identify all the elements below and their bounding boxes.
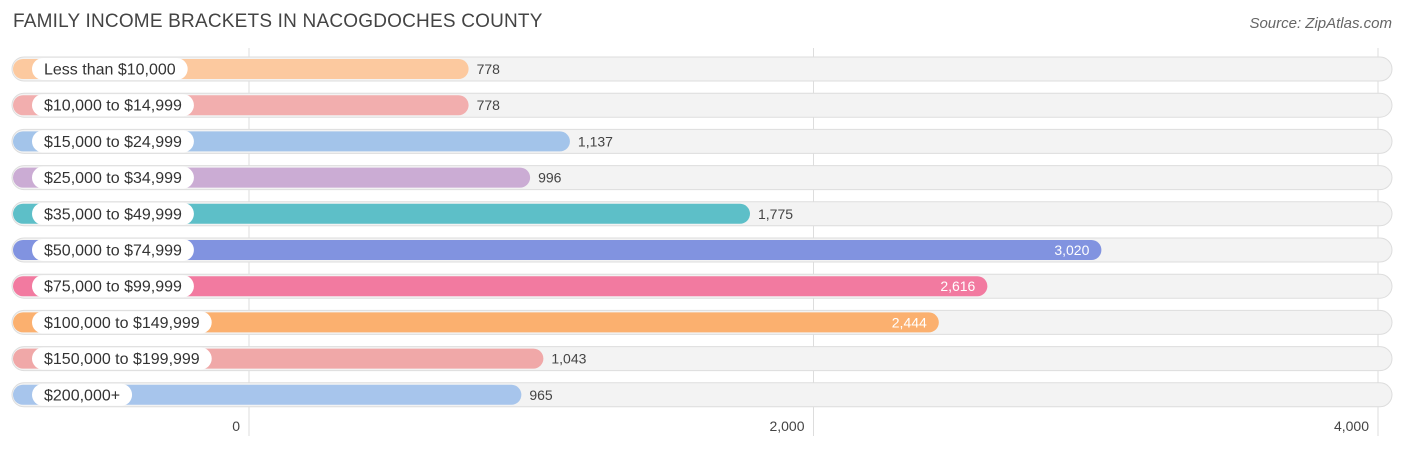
bar: [13, 203, 750, 224]
bar: [13, 312, 939, 333]
category-label: $100,000 to $149,999: [44, 315, 200, 332]
category-pill: [32, 383, 133, 406]
bar: [13, 276, 988, 297]
bar-row: $150,000 to $199,999 1,043: [11, 346, 1393, 372]
category-pill: [32, 202, 194, 225]
value-label: 778: [477, 97, 501, 113]
chart-title: FAMILY INCOME BRACKETS IN NACOGDOCHES CO…: [13, 11, 543, 32]
bar-row: $100,000 to $149,999 2,444: [11, 309, 1393, 335]
bar-row: $75,000 to $99,999 2,616: [11, 273, 1393, 299]
source-note: Source: ZipAtlas.com: [1249, 15, 1392, 32]
rows-layer: Less than $10,000 778 $10,000 to $14,999 77…: [11, 56, 1393, 408]
value-label: 1,043: [551, 351, 586, 367]
category-label: $150,000 to $199,999: [44, 351, 200, 368]
value-label: 778: [477, 61, 501, 77]
category-label: $75,000 to $99,999: [44, 279, 182, 296]
value-label: 2,444: [892, 314, 927, 330]
category-label: Less than $10,000: [44, 62, 176, 79]
value-label: 2,616: [940, 278, 975, 294]
category-label: $35,000 to $49,999: [44, 206, 182, 223]
category-label: $50,000 to $74,999: [44, 243, 182, 260]
value-label: 996: [538, 170, 562, 186]
x-axis-ticks: 0 2,000 4,000: [232, 418, 1369, 434]
value-label: 1,137: [578, 133, 613, 149]
value-label: 1,775: [758, 206, 793, 222]
bar: [13, 240, 1102, 260]
x-tick-label: 0: [232, 418, 240, 434]
category-label: $10,000 to $14,999: [44, 98, 182, 115]
category-label: $15,000 to $24,999: [44, 134, 182, 151]
bar-row: Less than $10,000 778: [11, 56, 1393, 82]
bar-row: $10,000 to $14,999 778: [11, 92, 1393, 118]
bar-row: $50,000 to $74,999 3,020: [11, 237, 1393, 263]
bar-row: $200,000+ 965: [11, 382, 1393, 408]
x-tick-label: 4,000: [1334, 418, 1369, 434]
category-pill: [32, 58, 188, 80]
category-pill: [32, 166, 194, 189]
value-label: 3,020: [1054, 242, 1089, 258]
bar-row: $25,000 to $34,999 996: [11, 165, 1393, 191]
category-pill: [32, 275, 194, 298]
x-tick-label: 2,000: [769, 418, 804, 434]
category-pill: [32, 239, 194, 261]
category-label: $200,000+: [44, 387, 120, 404]
category-pill: [32, 311, 212, 334]
category-pill: [32, 130, 194, 153]
bar-row: $35,000 to $49,999 1,775: [11, 201, 1393, 227]
value-label: 965: [529, 387, 553, 403]
category-pill: [32, 347, 212, 370]
category-label: $25,000 to $34,999: [44, 170, 182, 187]
bar: [13, 384, 522, 405]
bar-row: $15,000 to $24,999 1,137: [11, 128, 1393, 154]
category-pill: [32, 94, 194, 117]
